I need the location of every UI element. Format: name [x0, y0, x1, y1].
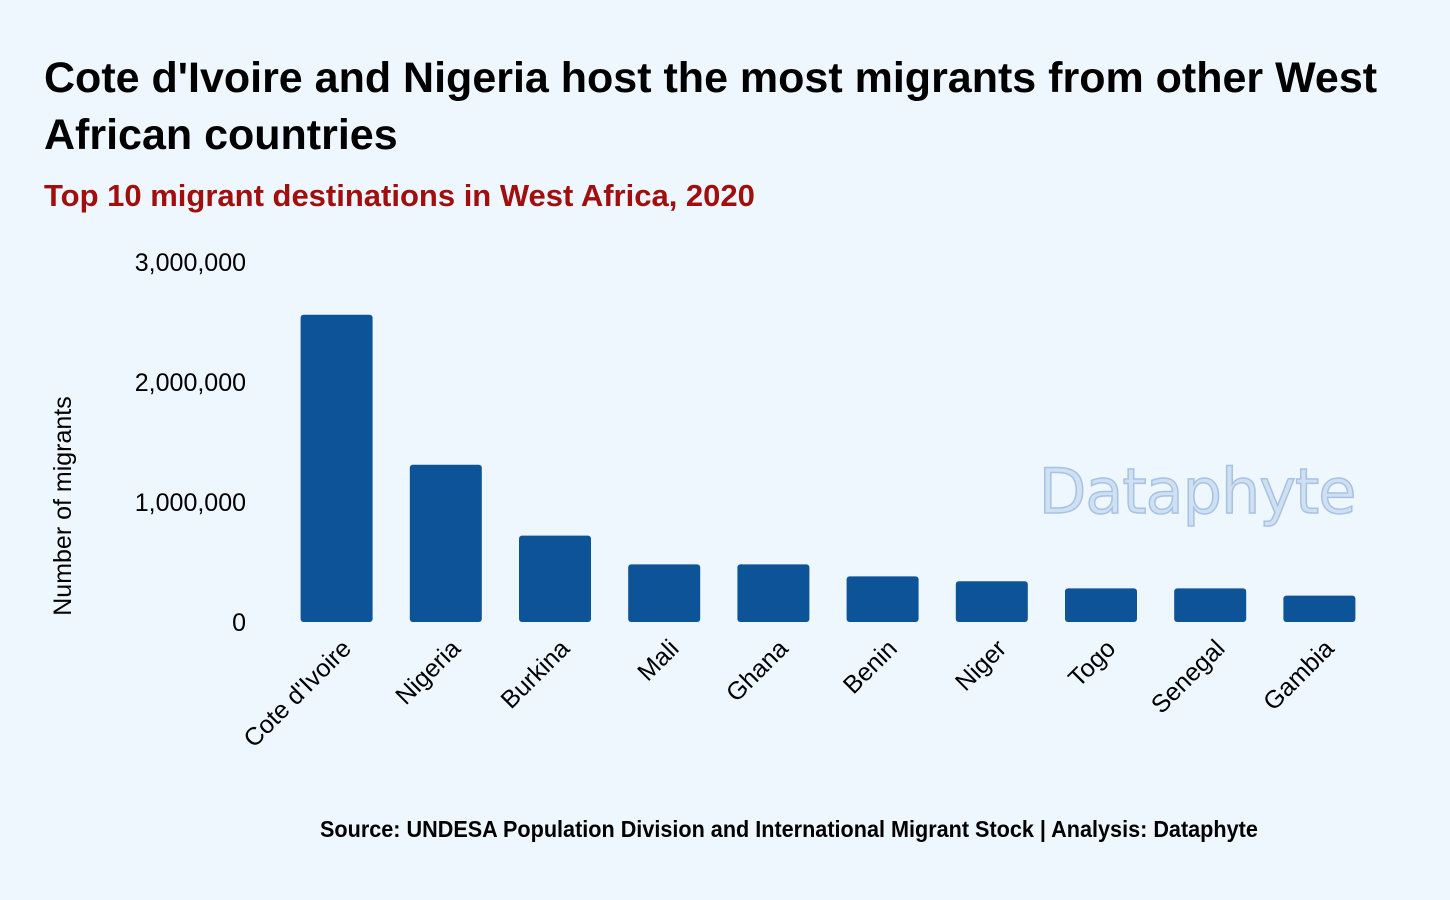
bar — [1283, 595, 1356, 622]
source-caption: Source: UNDESA Population Division and I… — [320, 816, 1258, 842]
bar — [300, 314, 373, 622]
x-tick-label: Gambia — [1258, 634, 1340, 716]
y-axis-label: Number of migrants — [49, 396, 77, 616]
bar — [955, 581, 1028, 622]
x-tick-label: Senegal — [1146, 634, 1231, 719]
bar — [1065, 588, 1137, 622]
y-tick-label: 1,000,000 — [135, 489, 246, 517]
x-tick-label: Cote d'Ivoire — [238, 634, 356, 752]
x-tick-label: Ghana — [721, 634, 794, 707]
x-tick-label: Benin — [838, 634, 903, 699]
y-axis-ticks: 0 1,000,000 2,000,000 3,000,000 — [135, 249, 246, 637]
x-tick-label: Burkina — [496, 634, 576, 714]
bar — [519, 535, 591, 622]
bar — [628, 564, 701, 622]
y-tick-label: 2,000,000 — [135, 369, 246, 397]
x-tick-label: Togo — [1063, 634, 1121, 692]
x-tick-label: Nigeria — [390, 634, 466, 710]
bar — [737, 564, 810, 622]
x-tick-label: Niger — [950, 634, 1012, 696]
x-tick-label: Mali — [632, 634, 684, 686]
y-tick-label: 3,000,000 — [135, 249, 246, 277]
bars-group — [300, 314, 1356, 622]
y-tick-label: 0 — [232, 609, 246, 637]
bar — [846, 576, 919, 622]
chart-subtitle: Top 10 migrant destinations in West Afri… — [44, 178, 755, 213]
chart-title: Cote d'Ivoire and Nigeria host the most … — [44, 54, 1378, 159]
bar — [409, 464, 482, 622]
x-axis-ticks: Cote d'Ivoire Nigeria Burkina Mali Ghana Beni… — [238, 634, 1339, 753]
watermark-logo: Dataphyte — [1039, 455, 1356, 528]
bar — [1174, 588, 1247, 622]
